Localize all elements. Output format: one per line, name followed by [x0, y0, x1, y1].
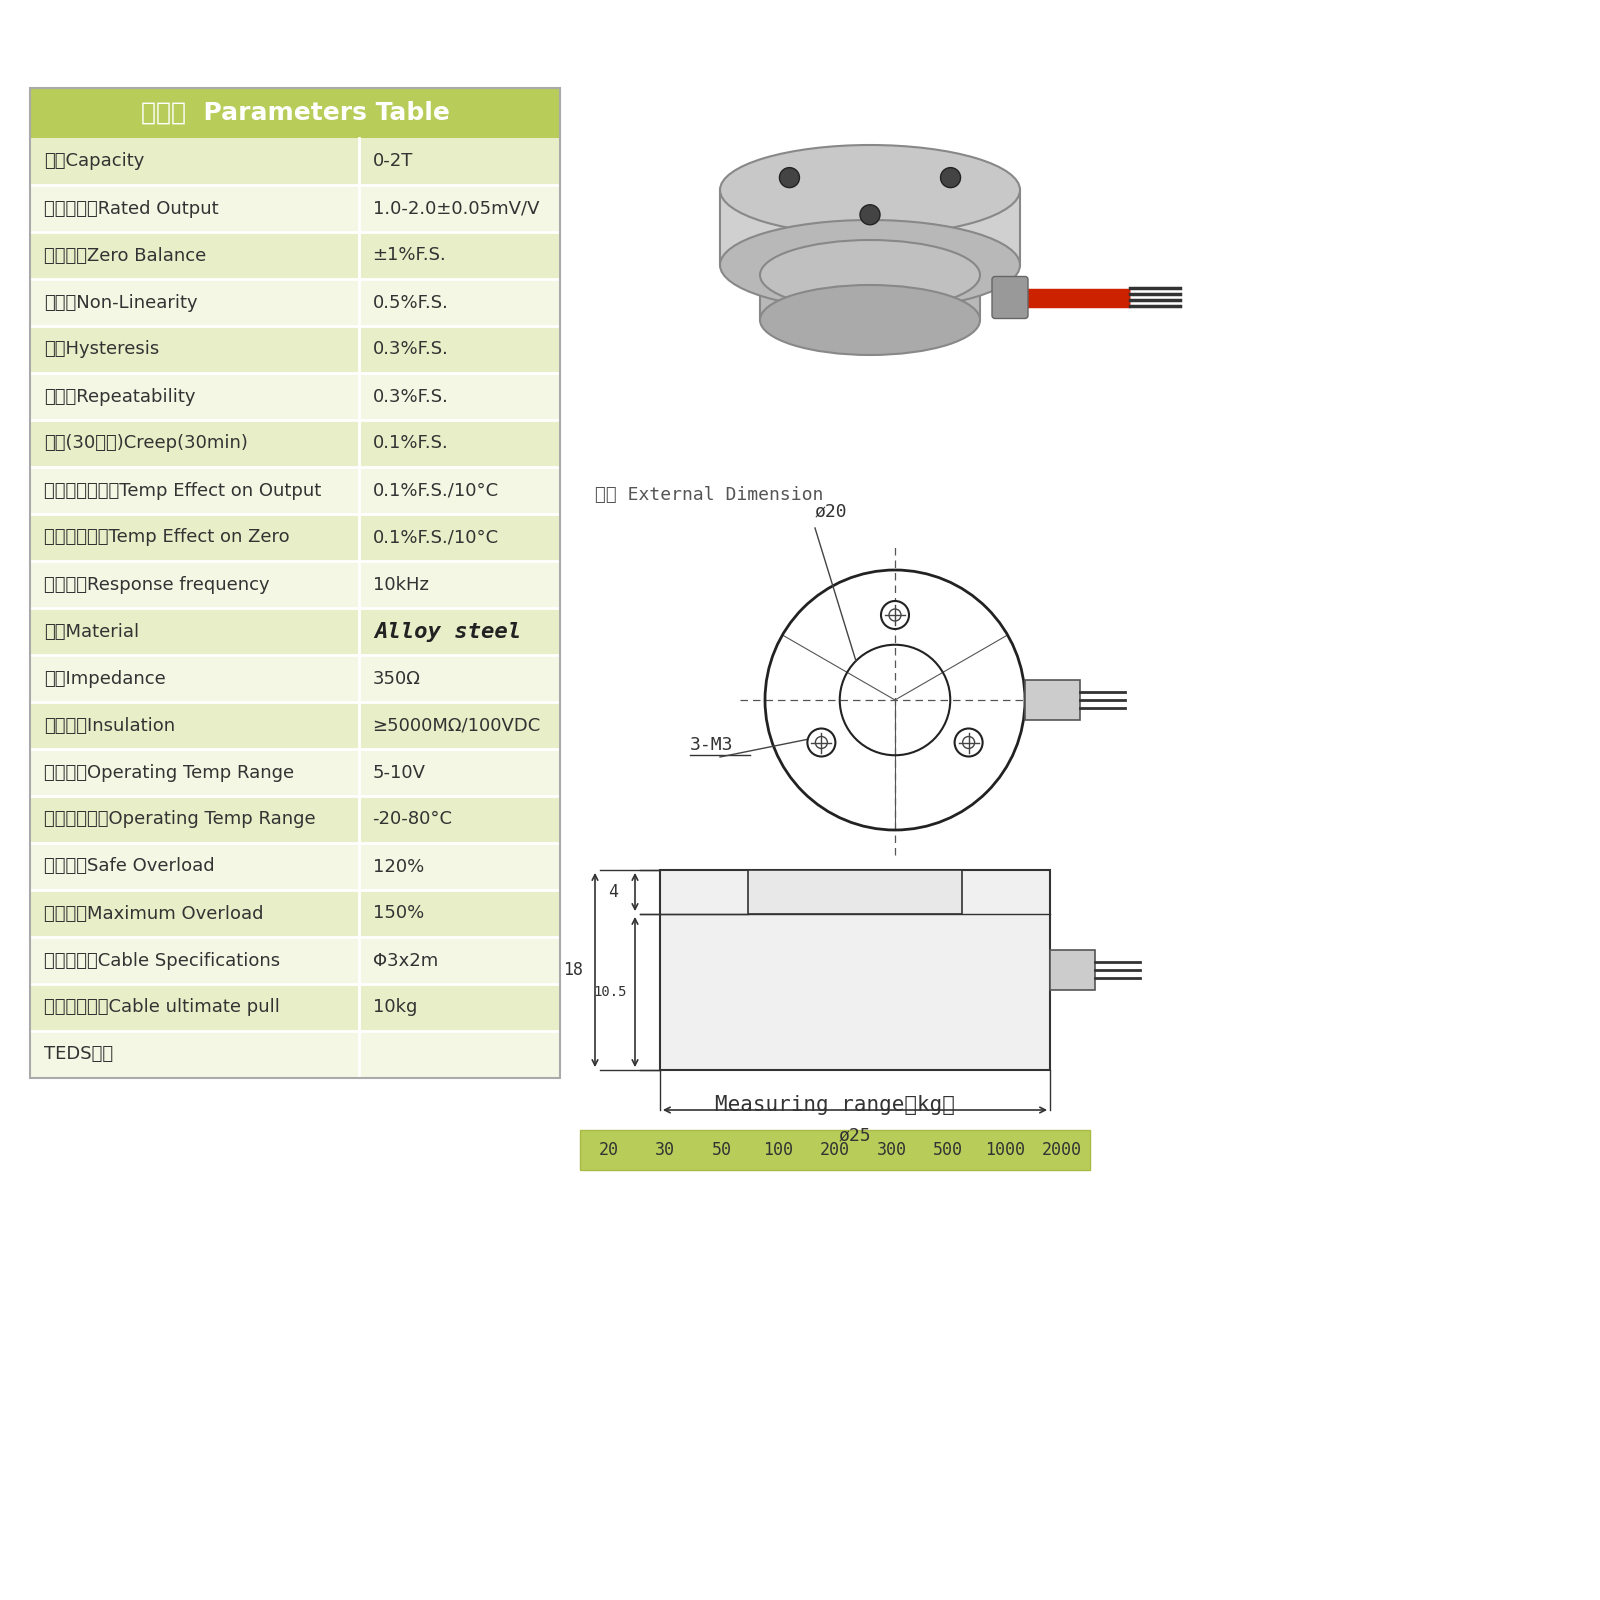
Text: 电罆线规格Cable Specifications: 电罆线规格Cable Specifications — [45, 952, 280, 970]
Bar — [30, 232, 560, 278]
Bar — [30, 749, 560, 795]
Text: ≥5000MΩ/100VDC: ≥5000MΩ/100VDC — [373, 717, 541, 734]
Text: 温度灵敏度漂移Temp Effect on Output: 温度灵敏度漂移Temp Effect on Output — [45, 482, 322, 499]
Circle shape — [941, 168, 960, 187]
Text: 300: 300 — [877, 1141, 907, 1158]
Ellipse shape — [760, 285, 979, 355]
Text: ø25: ø25 — [838, 1126, 872, 1144]
Bar — [30, 278, 560, 326]
Bar — [30, 608, 560, 654]
Text: 绵缘电阵Insulation: 绵缘电阵Insulation — [45, 717, 174, 734]
Text: 1.0-2.0±0.05mV/V: 1.0-2.0±0.05mV/V — [373, 200, 539, 218]
Text: 0.1%F.S.: 0.1%F.S. — [373, 435, 448, 453]
Text: 150%: 150% — [373, 904, 424, 923]
Text: 50: 50 — [712, 1141, 731, 1158]
Bar — [30, 562, 560, 608]
Bar — [747, 870, 962, 914]
Text: 蟠变(30分钟)Creep(30min): 蟠变(30分钟)Creep(30min) — [45, 435, 248, 453]
Bar — [30, 843, 560, 890]
Bar — [30, 138, 560, 186]
Text: 100: 100 — [763, 1141, 794, 1158]
Ellipse shape — [760, 240, 979, 310]
Bar — [30, 467, 560, 514]
Circle shape — [861, 205, 880, 224]
Text: ø20: ø20 — [814, 502, 848, 520]
Bar — [30, 938, 560, 984]
Bar — [30, 890, 560, 938]
Text: 量程Capacity: 量程Capacity — [45, 152, 144, 171]
Bar — [30, 419, 560, 467]
Text: 输出灵敏度Rated Output: 输出灵敏度Rated Output — [45, 200, 219, 218]
Text: 20: 20 — [598, 1141, 618, 1158]
Text: Measuring range（kg）: Measuring range（kg） — [715, 1094, 955, 1115]
Bar — [30, 984, 560, 1030]
Text: -20-80°C: -20-80°C — [373, 811, 453, 829]
Text: 18: 18 — [563, 962, 582, 979]
Bar — [30, 702, 560, 749]
Text: 0.3%F.S.: 0.3%F.S. — [373, 387, 448, 405]
Bar — [720, 190, 1021, 266]
Bar — [760, 275, 979, 320]
Text: 10kHz: 10kHz — [373, 576, 429, 594]
Text: 尺寸 External Dimension: 尺寸 External Dimension — [595, 486, 824, 504]
Ellipse shape — [720, 219, 1021, 310]
Text: 非线性Non-Linearity: 非线性Non-Linearity — [45, 293, 198, 312]
Circle shape — [808, 728, 835, 757]
Circle shape — [779, 168, 800, 187]
Text: 10kg: 10kg — [373, 998, 418, 1016]
Text: 10.5: 10.5 — [594, 986, 627, 998]
Bar — [661, 870, 1050, 1070]
Bar — [30, 514, 560, 562]
Text: 参数表  Parameters Table: 参数表 Parameters Table — [141, 101, 450, 125]
Text: 响应频率Response frequency: 响应频率Response frequency — [45, 576, 270, 594]
Text: 350Ω: 350Ω — [373, 669, 421, 688]
Bar — [30, 373, 560, 419]
Text: 0.1%F.S./10°C: 0.1%F.S./10°C — [373, 528, 499, 547]
Text: 0.3%F.S.: 0.3%F.S. — [373, 341, 448, 358]
Text: 4: 4 — [608, 883, 618, 901]
Bar — [1050, 950, 1094, 990]
Text: 5-10V: 5-10V — [373, 763, 426, 781]
Bar — [30, 654, 560, 702]
Bar — [30, 88, 560, 1078]
Text: 200: 200 — [819, 1141, 850, 1158]
Text: 1000: 1000 — [986, 1141, 1026, 1158]
Text: 3-M3: 3-M3 — [690, 736, 733, 754]
Text: 500: 500 — [933, 1141, 963, 1158]
Text: 2000: 2000 — [1042, 1141, 1082, 1158]
Text: 重复性Repeatability: 重复性Repeatability — [45, 387, 195, 405]
Ellipse shape — [720, 146, 1021, 235]
Circle shape — [955, 728, 982, 757]
Text: 安全过载Safe Overload: 安全过载Safe Overload — [45, 858, 214, 875]
Text: 120%: 120% — [373, 858, 424, 875]
Text: TEDS可选: TEDS可选 — [45, 1045, 114, 1064]
Text: Φ3x2m: Φ3x2m — [373, 952, 438, 970]
Text: Alloy steel: Alloy steel — [374, 621, 522, 642]
Circle shape — [882, 602, 909, 629]
Bar — [30, 326, 560, 373]
Bar — [579, 1130, 1090, 1170]
Text: 极限过载Maximum Overload: 极限过载Maximum Overload — [45, 904, 264, 923]
Bar — [30, 1030, 560, 1078]
Text: 工作温度范围Operating Temp Range: 工作温度范围Operating Temp Range — [45, 811, 315, 829]
FancyBboxPatch shape — [992, 277, 1027, 318]
Text: 0-2T: 0-2T — [373, 152, 413, 171]
Text: 使用电压Operating Temp Range: 使用电压Operating Temp Range — [45, 763, 294, 781]
Bar — [30, 186, 560, 232]
Text: 30: 30 — [654, 1141, 675, 1158]
Text: 阻抗Impedance: 阻抗Impedance — [45, 669, 166, 688]
Bar — [30, 795, 560, 843]
Text: 零点温度漂移Temp Effect on Zero: 零点温度漂移Temp Effect on Zero — [45, 528, 290, 547]
Text: ±1%F.S.: ±1%F.S. — [373, 246, 446, 264]
Text: 材质Material: 材质Material — [45, 622, 139, 640]
Text: 零点输出Zero Balance: 零点输出Zero Balance — [45, 246, 206, 264]
Text: 滔后Hysteresis: 滔后Hysteresis — [45, 341, 160, 358]
Bar — [1026, 680, 1080, 720]
Text: 0.1%F.S./10°C: 0.1%F.S./10°C — [373, 482, 499, 499]
Text: 0.5%F.S.: 0.5%F.S. — [373, 293, 448, 312]
Text: 线罆极限拉力Cable ultimate pull: 线罆极限拉力Cable ultimate pull — [45, 998, 280, 1016]
Bar — [30, 88, 560, 138]
